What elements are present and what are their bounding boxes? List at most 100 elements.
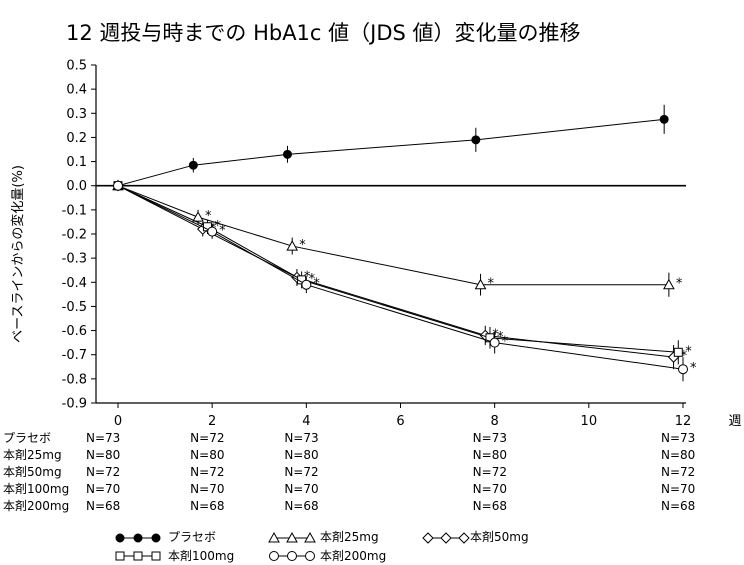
y-tick-label: -0.5 xyxy=(62,300,87,315)
y-axis-label: ベースラインからの変化量(%) xyxy=(10,165,26,343)
chart-title: 12 週投与時までの HbA1c 値（JDS 値）変化量の推移 xyxy=(66,21,581,45)
n-table-cell: N=73 xyxy=(284,431,318,445)
series-3: **** xyxy=(112,180,688,370)
y-tick-label: 0.2 xyxy=(66,131,87,146)
n-table-cell: N=68 xyxy=(661,499,695,513)
data-point xyxy=(678,364,688,375)
series-4: **** xyxy=(113,181,692,365)
y-tick-label: 0.3 xyxy=(66,107,87,122)
data-point xyxy=(133,551,143,561)
data-point xyxy=(304,531,316,543)
significance-marker: * xyxy=(299,238,306,253)
series-5: **** xyxy=(113,180,697,382)
data-point xyxy=(133,533,143,543)
n-table-row-label: 本剤200mg xyxy=(3,498,69,513)
data-point xyxy=(151,533,161,543)
n-table: プラセボ N=73 N=72 N=73 N=73 N=73 本剤25mg N=80 N=80 N=… xyxy=(3,431,695,513)
data-point xyxy=(305,551,315,561)
y-tick-label: -0.8 xyxy=(62,372,87,387)
data-point xyxy=(286,240,299,251)
significance-marker: * xyxy=(309,272,316,287)
n-table-cell: N=70 xyxy=(284,482,318,496)
significance-marker: * xyxy=(502,335,509,350)
significance-marker: * xyxy=(488,277,495,292)
series-line xyxy=(117,185,674,358)
significance-marker: * xyxy=(304,269,311,284)
y-tick-label: 0.1 xyxy=(66,155,87,170)
n-table-cell: N=72 xyxy=(473,465,507,479)
legend-item-4: 本剤100mg xyxy=(115,548,234,563)
data-point xyxy=(269,551,279,561)
legend-label: 本剤100mg xyxy=(168,548,234,563)
data-point xyxy=(283,149,292,159)
n-table-cell: N=73 xyxy=(86,431,120,445)
y-tick-label: -0.2 xyxy=(62,228,87,243)
y-tick-label: 0.5 xyxy=(66,59,87,74)
y-tick-label: 0.4 xyxy=(66,83,87,98)
x-axis-label: 週 xyxy=(728,414,741,429)
n-table-cell: N=72 xyxy=(661,465,695,479)
n-table-cell: N=70 xyxy=(190,482,224,496)
n-table-row-label: 本剤50mg xyxy=(3,464,62,479)
data-point xyxy=(474,278,487,290)
n-table-cell: N=72 xyxy=(190,431,224,445)
legend-item-2: 本剤25mg xyxy=(268,529,379,544)
series-line xyxy=(117,185,684,370)
n-table-cell: N=72 xyxy=(190,465,224,479)
n-table-cell: N=70 xyxy=(661,482,695,496)
data-point xyxy=(301,279,312,290)
y-tick-label: -0.1 xyxy=(62,203,87,218)
legend-item-5: 本剤200mg xyxy=(269,548,386,563)
n-table-cell: N=68 xyxy=(284,499,318,513)
data-point xyxy=(192,211,204,222)
n-table-cell: N=80 xyxy=(473,448,507,462)
significance-marker: * xyxy=(214,219,221,234)
n-table-cell: N=80 xyxy=(284,448,318,462)
legend-item-3: 本剤50mg xyxy=(422,529,529,544)
x-tick-label: 6 xyxy=(396,414,404,429)
x-tick-label: 12 xyxy=(675,414,692,429)
n-table-row-label: 本剤25mg xyxy=(3,447,62,462)
data-point xyxy=(188,160,198,170)
significance-marker: * xyxy=(492,327,499,342)
n-table-row-label: プラセボ xyxy=(3,431,51,445)
n-table-cell: N=72 xyxy=(86,465,120,479)
data-point xyxy=(287,551,297,561)
n-table-cell: N=80 xyxy=(661,448,695,462)
significance-marker: * xyxy=(690,361,697,376)
significance-marker: * xyxy=(685,344,692,359)
x-tick-label: 4 xyxy=(302,414,310,429)
data-point xyxy=(458,532,470,544)
legend-label: 本剤50mg xyxy=(470,529,529,544)
data-point xyxy=(489,337,500,348)
data-point xyxy=(207,226,218,237)
legend-label: 本剤200mg xyxy=(320,548,386,563)
n-table-cell: N=80 xyxy=(86,448,120,462)
n-table-cell: N=70 xyxy=(86,482,120,496)
data-point xyxy=(151,551,161,561)
series-2: *** * xyxy=(112,179,683,297)
x-tick-label: 8 xyxy=(491,414,499,429)
n-table-cell: N=68 xyxy=(86,499,120,513)
series-1 xyxy=(113,104,669,191)
data-point xyxy=(422,532,434,544)
y-tick-label: -0.7 xyxy=(62,348,87,363)
series-line xyxy=(117,118,665,187)
data-point xyxy=(115,551,125,561)
significance-marker: * xyxy=(205,209,212,224)
series-line xyxy=(117,185,679,353)
legend: プラセボ 本剤25mg 本剤50mg 本剤100mg 本剤200mg xyxy=(115,529,529,563)
legend-label: プラセボ xyxy=(168,530,216,544)
significance-marker: * xyxy=(219,224,226,239)
axes: 0.5 0.4 0.3 0.2 0.1 0.0 -0.1 -0.2 -0.3 -0.4 -0.5 -0… xyxy=(10,59,742,430)
n-table-cell: N=73 xyxy=(661,431,695,445)
significance-marker: * xyxy=(676,277,683,292)
n-table-cell: N=68 xyxy=(190,499,224,513)
n-table-cell: N=70 xyxy=(473,482,507,496)
data-point xyxy=(286,531,298,543)
y-tick-label: -0.3 xyxy=(62,252,87,267)
n-table-cell: N=68 xyxy=(473,499,507,513)
data-point xyxy=(115,533,125,543)
data-point xyxy=(268,531,280,543)
